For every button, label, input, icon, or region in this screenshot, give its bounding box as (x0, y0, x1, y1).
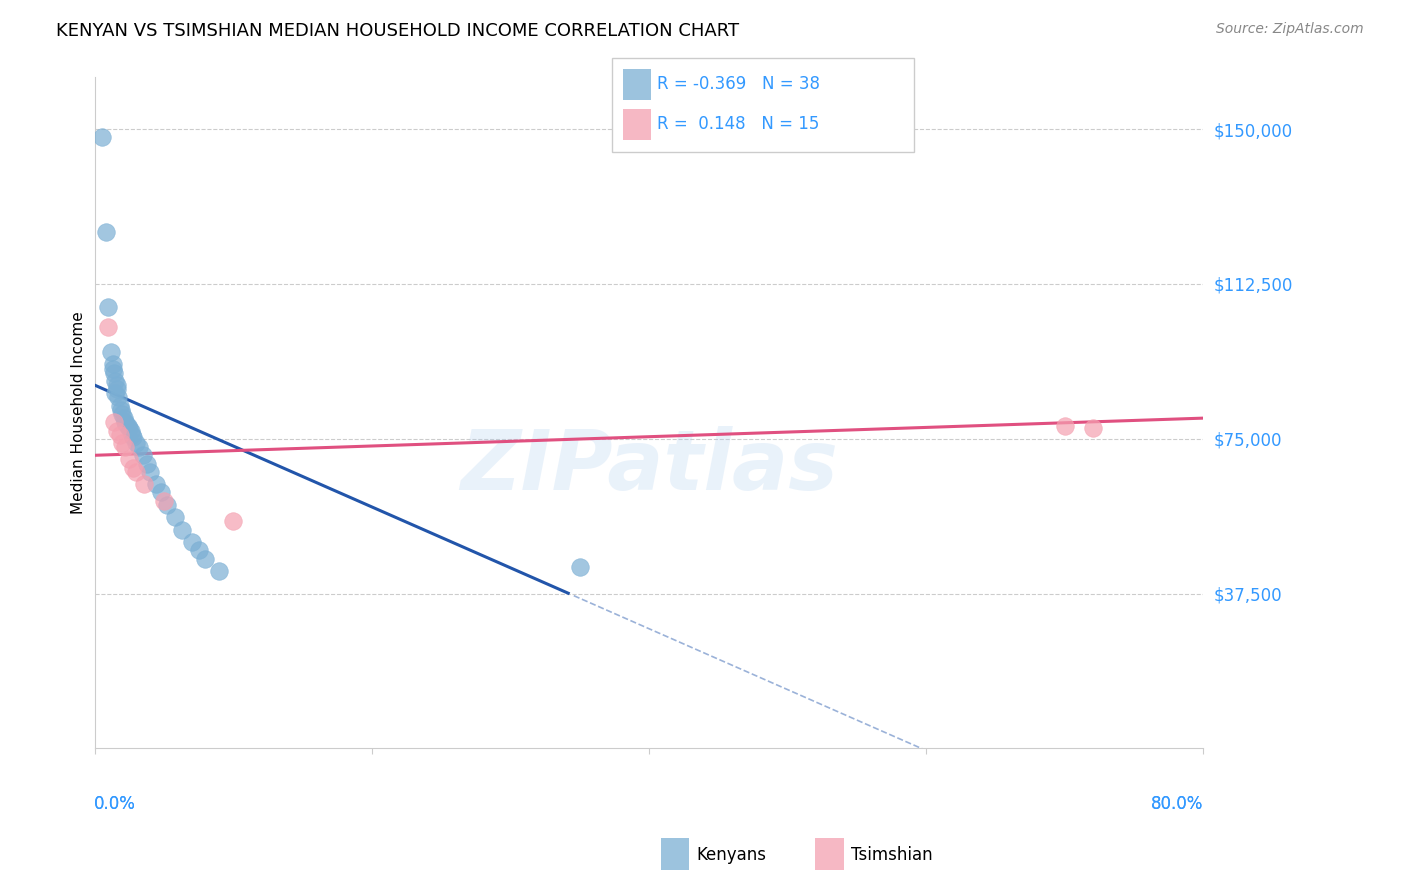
Point (208, 564, 231, 578)
Point (108, 399, 131, 413)
Point (150, 485, 173, 500)
Point (103, 366, 125, 380)
Point (104, 386, 127, 401)
Point (125, 436, 148, 450)
Point (118, 452, 141, 467)
Text: R = -0.369   N = 38: R = -0.369 N = 38 (657, 75, 820, 93)
Y-axis label: Median Household Income: Median Household Income (72, 311, 86, 515)
Point (111, 436, 134, 450)
Point (105, 424, 128, 438)
Point (145, 477, 167, 491)
Point (97, 300, 120, 314)
Point (114, 440, 136, 454)
Point (180, 535, 202, 549)
Point (117, 419, 139, 434)
Point (110, 402, 132, 417)
Point (139, 465, 162, 479)
Text: KENYAN VS TSIMSHIAN MEDIAN HOUSEHOLD INCOME CORRELATION CHART: KENYAN VS TSIMSHIAN MEDIAN HOUSEHOLD INC… (56, 22, 740, 40)
Point (222, 514, 245, 528)
Point (132, 448, 155, 462)
Point (568, 559, 591, 574)
Point (115, 417, 138, 432)
Point (128, 440, 150, 454)
Point (108, 427, 131, 442)
Point (111, 407, 134, 421)
Point (122, 460, 145, 475)
Point (153, 493, 176, 508)
Text: Kenyans: Kenyans (696, 846, 766, 863)
Point (194, 551, 217, 566)
Text: R =  0.148   N = 15: R = 0.148 N = 15 (657, 115, 818, 133)
Text: ZIPatlas: ZIPatlas (460, 426, 838, 508)
Point (125, 465, 148, 479)
Point (105, 378, 128, 392)
Text: 0.0%: 0.0% (93, 796, 135, 814)
Point (100, 345, 122, 359)
Point (112, 411, 135, 425)
Text: 0.0%: 0.0% (93, 796, 135, 814)
Point (136, 457, 159, 471)
Point (163, 510, 186, 524)
Point (1081, 421, 1104, 435)
Point (121, 427, 143, 442)
Point (107, 391, 129, 405)
Point (156, 498, 179, 512)
Point (118, 421, 141, 435)
Point (187, 543, 209, 558)
Point (1053, 419, 1076, 434)
Point (122, 430, 145, 444)
Point (134, 477, 156, 491)
Point (101, 358, 124, 372)
Point (120, 424, 142, 438)
Text: 80.0%: 80.0% (1152, 796, 1204, 814)
Point (90, 130, 112, 145)
Point (103, 415, 125, 429)
Point (170, 523, 193, 537)
Point (97, 320, 120, 334)
Point (104, 374, 127, 388)
Text: Source: ZipAtlas.com: Source: ZipAtlas.com (1216, 22, 1364, 37)
Text: Tsimshian: Tsimshian (851, 846, 932, 863)
Point (94, 225, 117, 239)
Point (114, 415, 136, 429)
Text: 80.0%: 80.0% (1152, 796, 1204, 814)
Point (105, 382, 128, 396)
Point (101, 361, 124, 376)
